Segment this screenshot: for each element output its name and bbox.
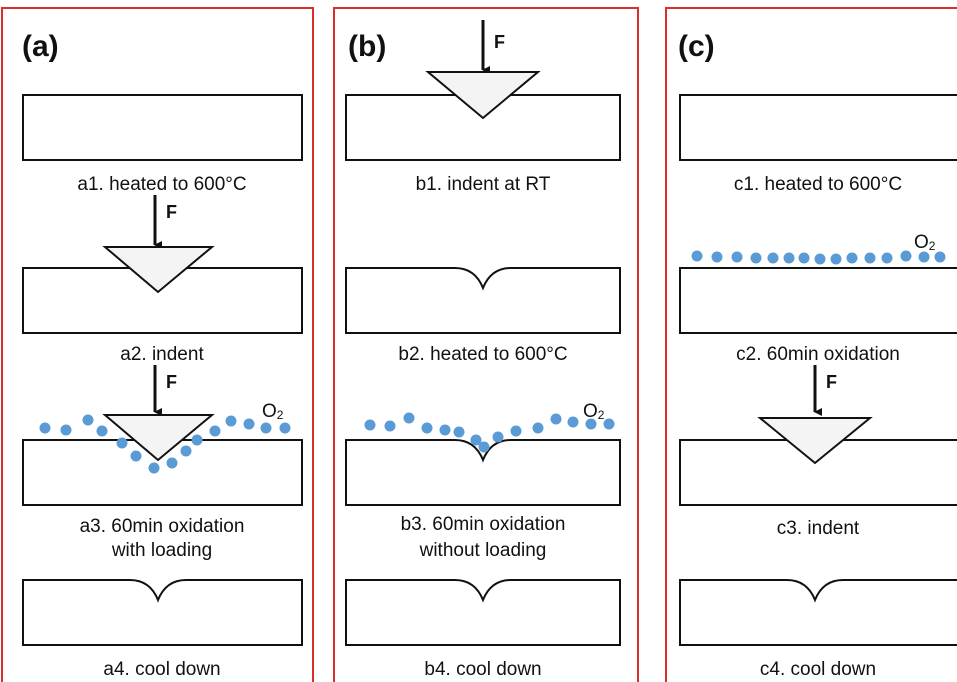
oxygen-dot [585, 418, 597, 430]
oxygen-dot [191, 434, 203, 446]
panel-label: (c) [678, 30, 715, 63]
caption: c4. cool down [760, 659, 876, 680]
indenter [102, 414, 215, 462]
oxygen-dot [403, 412, 415, 424]
sample [22, 94, 303, 161]
oxygen-dot [492, 431, 504, 443]
sample [345, 579, 621, 646]
oxygen-dot [918, 251, 930, 263]
oxygen-dots [39, 414, 291, 474]
oxygen-label: O2 [583, 401, 605, 422]
oxygen-dot [814, 253, 826, 265]
oxygen-dot [453, 426, 465, 438]
caption: a2. indent [120, 344, 204, 365]
oxygen-symbol: O [914, 232, 929, 253]
sample [679, 267, 957, 334]
oxygen-dot [550, 413, 562, 425]
oxygen-dot [60, 424, 72, 436]
oxygen-dot [243, 418, 255, 430]
panel-frame [1, 7, 314, 682]
oxygen-dot [783, 252, 795, 264]
oxygen-dot [846, 252, 858, 264]
oxygen-subscript: 2 [929, 239, 936, 253]
oxygen-dot [260, 422, 272, 434]
oxygen-dots [364, 412, 615, 453]
oxygen-dot [364, 419, 376, 431]
caption: a4. cool down [103, 659, 220, 680]
oxygen-dot [384, 420, 396, 432]
sample [345, 439, 621, 506]
oxygen-dot [148, 462, 160, 474]
oxygen-dot [691, 250, 703, 262]
sample [22, 579, 303, 646]
oxygen-symbol: O [583, 401, 598, 422]
oxygen-dot [830, 253, 842, 265]
force-label: F [166, 372, 177, 392]
indenter [425, 71, 541, 120]
oxygen-dot [225, 415, 237, 427]
oxygen-dot [900, 250, 912, 262]
oxygen-label: O2 [914, 232, 936, 253]
oxygen-dot [711, 251, 723, 263]
oxygen-dot [798, 252, 810, 264]
oxygen-dot [421, 422, 433, 434]
force-label: F [826, 372, 837, 392]
oxygen-dot [603, 418, 615, 430]
caption: with loading [111, 540, 212, 561]
caption: without loading [419, 540, 547, 561]
oxygen-dot [767, 252, 779, 264]
oxygen-dot [180, 445, 192, 457]
oxygen-dot [881, 252, 893, 264]
oxygen-dot [130, 450, 142, 462]
caption: b2. heated to 600°C [398, 344, 567, 365]
oxygen-dot [96, 425, 108, 437]
oxygen-dot [116, 437, 128, 449]
caption: b3. 60min oxidation [401, 514, 566, 535]
caption: a3. 60min oxidation [80, 516, 245, 537]
oxygen-dot [470, 434, 482, 446]
oxygen-subscript: 2 [277, 408, 284, 422]
panel-label: (b) [348, 30, 386, 63]
oxygen-dot [567, 416, 579, 428]
caption: a1. heated to 600°C [77, 174, 246, 195]
force-label: F [494, 32, 505, 52]
sample [679, 94, 957, 161]
oxygen-dot [934, 251, 946, 263]
indenter [102, 246, 215, 294]
oxygen-dot [39, 422, 51, 434]
oxygen-dot [478, 441, 490, 453]
oxygen-dot [279, 422, 291, 434]
oxygen-dot [166, 457, 178, 469]
indenter [757, 417, 873, 465]
oxygen-dot [864, 252, 876, 264]
sample [345, 267, 621, 334]
sample [679, 579, 957, 646]
caption: c1. heated to 600°C [734, 174, 902, 195]
oxygen-dot [532, 422, 544, 434]
panel-frame [665, 7, 957, 682]
caption: c3. indent [777, 518, 860, 539]
oxygen-label: O2 [262, 401, 284, 422]
oxygen-dot [439, 424, 451, 436]
caption: b4. cool down [424, 659, 541, 680]
oxygen-dot [510, 425, 522, 437]
oxygen-subscript: 2 [598, 408, 605, 422]
oxygen-dots [691, 250, 946, 265]
oxygen-dot [731, 251, 743, 263]
caption: c2. 60min oxidation [736, 344, 900, 365]
oxygen-dot [750, 252, 762, 264]
force-label: F [166, 202, 177, 222]
panel-frame [333, 7, 639, 682]
panel-label: (a) [22, 30, 59, 63]
caption: b1. indent at RT [416, 174, 551, 195]
oxygen-symbol: O [262, 401, 277, 422]
oxygen-dot [82, 414, 94, 426]
oxygen-dot [209, 425, 221, 437]
